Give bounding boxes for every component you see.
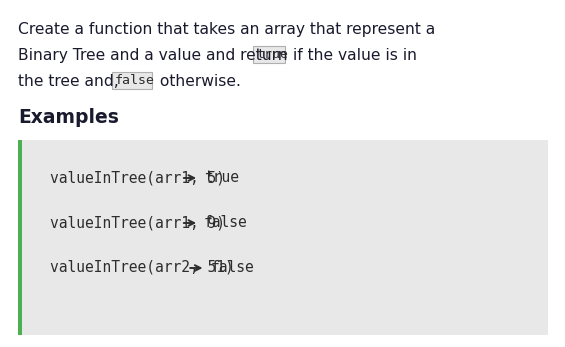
Bar (18, 140, 548, 335)
Text: true: true (204, 170, 239, 185)
Text: Create a function that takes an array that represent a: Create a function that takes an array th… (18, 22, 435, 37)
Text: true: true (256, 48, 288, 61)
Bar (112, 72, 152, 89)
Text: otherwise.: otherwise. (155, 74, 241, 89)
Bar (253, 46, 285, 63)
Text: if the value is in: if the value is in (288, 48, 417, 63)
Text: Binary Tree and a value and return: Binary Tree and a value and return (18, 48, 293, 63)
Text: valueInTree(arr1, 9): valueInTree(arr1, 9) (50, 215, 225, 230)
Text: the tree and,: the tree and, (18, 74, 124, 89)
Text: false: false (210, 260, 254, 275)
Text: false: false (204, 215, 247, 230)
Text: false: false (115, 74, 155, 87)
Bar (18, 140, 22, 335)
Text: valueInTree(arr2, 51): valueInTree(arr2, 51) (50, 260, 234, 275)
Text: valueInTree(arr1, 5): valueInTree(arr1, 5) (50, 170, 225, 185)
Text: Examples: Examples (18, 108, 119, 127)
